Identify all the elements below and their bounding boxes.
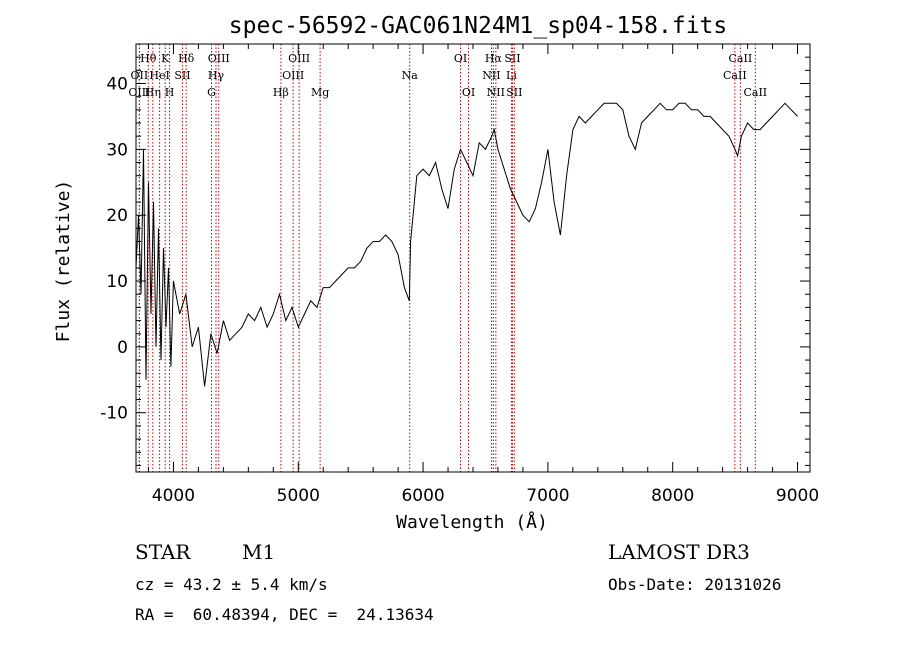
y-axis-label: Flux (relative) [53,180,74,343]
x-tick-label: 7000 [526,486,569,506]
y-tick-label: 30 [106,140,128,160]
line-marker-label: Hθ [140,52,157,65]
line-marker-label: OIII [128,86,150,99]
x-tick-label: 9000 [776,486,819,506]
line-marker-label: Hη [145,86,161,99]
x-tick-label: 6000 [401,486,444,506]
line-marker-label: OI [462,86,475,99]
x-tick-label: 5000 [277,486,320,506]
axis-ticks: 4000 5000 6000 7000 8000 9000 -10 0 10 20 30 40 [100,44,819,506]
line-marker-label: HeI [149,69,169,82]
y-tick-label: 0 [117,338,128,358]
chart-title: spec-56592-GAC061N24M1_sp04-158.fits [229,13,728,39]
y-tick-label: 40 [106,75,128,95]
object-type: STAR [135,540,191,564]
obs-date: Obs-Date: 20131026 [608,575,782,594]
plot-frame [135,43,811,473]
line-marker-label: CaII [723,69,747,82]
line-marker-label: Li [506,69,517,82]
line-marker-label: Hβ [273,86,289,99]
line-marker-label: Mg [311,86,329,99]
line-marker-label: Hδ [178,52,195,65]
plot-area [135,102,798,387]
x-tick-label: 4000 [152,486,195,506]
y-tick-label: 20 [106,206,128,226]
line-marker-label: OI [454,52,467,65]
line-marker-label: CaII [743,86,767,99]
line-marker-label: OIII [288,52,310,65]
coordinates: RA = 60.48394, DEC = 24.13634 [135,605,434,624]
velocity: cz = 43.2 ± 5.4 km/s [135,575,328,594]
line-marker-label: NII [487,86,505,99]
line-marker-label: OIII [208,52,230,65]
x-axis-label: Wavelength (Å) [396,511,548,533]
subclass: M1 [242,540,276,564]
line-marker-label: SII [506,86,522,99]
line-marker-label: Hα [485,52,503,65]
line-marker-label: SII [174,69,190,82]
line-marker-label: G [207,86,216,99]
line-marker-label: OIII [282,69,304,82]
line-marker-label: SII [504,52,520,65]
y-tick-label: -10 [100,404,128,424]
line-marker-label: Na [402,69,419,82]
line-marker-label: H [165,86,175,99]
line-marker-label: Hγ [208,69,225,82]
x-tick-label: 8000 [651,486,694,506]
survey-name: LAMOST DR3 [608,540,750,564]
line-marker-label: K [161,52,170,65]
spectrum-line [135,102,798,387]
y-tick-label: 10 [106,272,128,292]
line-marker-label: NII [482,69,500,82]
line-marker-label: CaII [729,52,753,65]
